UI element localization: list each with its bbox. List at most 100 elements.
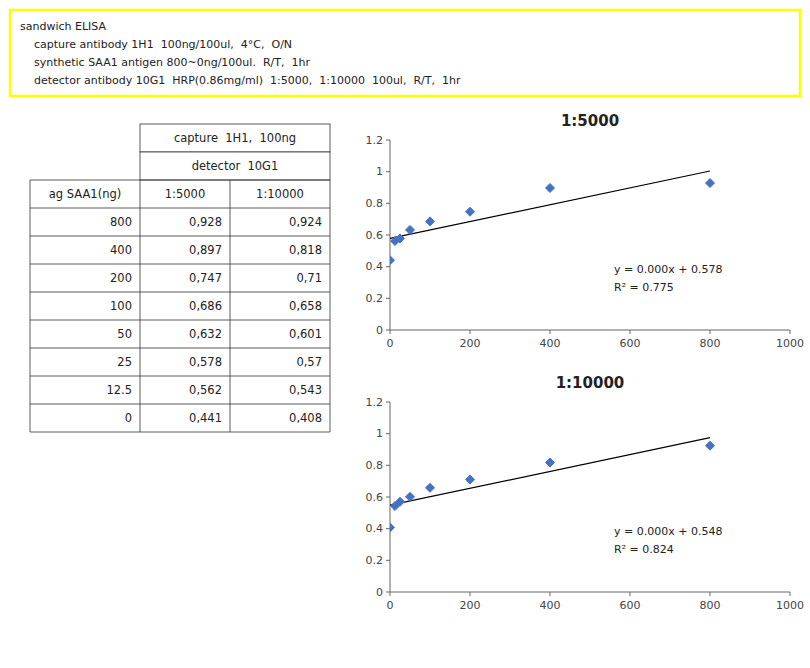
annotation: R² = 0.775 [614,281,674,294]
trend-line [390,438,710,506]
data-point [406,225,415,234]
x-tick-label: 600 [620,337,641,350]
y-tick-label: 1 [376,427,383,440]
y-tick [386,266,390,267]
x-tick-label: 200 [460,599,481,612]
table-row-label: 50 [117,327,132,341]
annotation: y = 0.000x + 0.578 [614,263,722,276]
table-group-box [140,152,330,180]
x-tick-label: 1000 [776,337,804,350]
y-tick [386,402,390,403]
y-tick-label: 1 [376,165,383,178]
table-cell: 0,71 [296,271,322,285]
table-cell: 0,562 [189,383,222,397]
y-tick-label: 0.2 [366,554,384,567]
data-point [466,475,475,484]
table-group-header: capture 1H1, 100ng [174,131,296,145]
x-tick-label: 0 [387,599,394,612]
marks [390,171,715,265]
trend-line [390,171,710,238]
table-column-header: 1:5000 [165,187,205,201]
x-tick [790,592,791,596]
y-tick-label: 0 [376,324,383,337]
x-tick [470,592,471,596]
header-line: capture antibody 1H1 100ng/100ul, 4°C, O… [20,38,292,51]
data-point [706,441,715,450]
table-rule [30,432,330,433]
table-row-label: 12.5 [106,383,132,397]
table-rule [30,376,330,377]
data-point [426,483,435,492]
table-cell: 0,747 [189,271,222,285]
data-point [546,458,555,467]
chart: 1:50000200400600800100000.20.40.60.811.2… [366,112,805,350]
y-tick-label: 0.2 [366,292,384,305]
x-tick-label: 800 [700,337,721,350]
x-tick-label: 600 [620,599,641,612]
table-row-label: 100 [110,299,132,313]
table-cell: 0,928 [189,215,222,229]
annotation: R² = 0.824 [614,543,674,556]
y-tick-label: 0.8 [366,197,384,210]
y-tick-label: 1.2 [366,134,384,147]
y-tick [386,171,390,172]
table-rule [30,320,330,321]
x-axis [390,592,790,593]
x-tick-label: 0 [387,337,394,350]
table-cell: 0,601 [289,327,322,341]
data-point [406,492,415,501]
table-rule [30,208,330,209]
y-tick-label: 0.4 [366,260,384,273]
data-point [546,183,555,192]
data-point [390,523,395,532]
y-tick [386,497,390,498]
x-tick-label: 400 [540,599,561,612]
table-rule [330,180,331,432]
table-rule [30,292,330,293]
y-tick-label: 0.6 [366,491,384,504]
table-row-label: 800 [110,215,132,229]
x-tick [790,330,791,334]
header-line: detector antibody 10G1 HRP(0.86mg/ml) 1:… [20,74,461,87]
table: capture 1H1, 100ng detector 10G1 ag SAA1(n… [30,124,330,432]
table-rule [30,264,330,265]
table-rule [30,348,330,349]
x-tick [550,330,551,334]
y-tick [386,592,390,593]
table-row-label: 25 [117,355,132,369]
chart-title: 1:10000 [556,374,625,392]
y-tick [386,433,390,434]
x-axis [390,330,790,331]
y-tick [386,203,390,204]
table-row-label: 200 [110,271,132,285]
x-tick-label: 800 [700,599,721,612]
x-tick [710,592,711,596]
x-tick [390,592,391,596]
table-rule [140,180,141,432]
table-cell: 0,543 [289,383,322,397]
y-tick [386,235,390,236]
x-tick-label: 1000 [776,599,804,612]
y-tick [386,465,390,466]
table-column-header: ag SAA1(ng) [49,187,121,201]
chart-title: 1:5000 [561,112,619,130]
y-tick-label: 1.2 [366,396,384,409]
table-cell: 0,897 [189,243,222,257]
table-rule [30,180,31,432]
data-point [396,234,405,243]
table-group-box [140,124,330,152]
y-tick-label: 0.4 [366,522,384,535]
x-tick [710,330,711,334]
table-cell: 0,686 [189,299,222,313]
annotation: y = 0.000x + 0.548 [614,525,722,538]
y-tick-label: 0.6 [366,229,384,242]
table-cell: 0,441 [189,411,222,425]
table-cell: 0,57 [296,355,322,369]
figure: sandwich ELISA capture antibody 1H1 100n… [0,0,810,668]
y-tick-label: 0 [376,586,383,599]
table-cell: 0,924 [289,215,322,229]
table-group-header: detector 10G1 [192,159,279,173]
table-rule [30,236,330,237]
table-cell: 0,658 [289,299,322,313]
header: sandwich ELISA capture antibody 1H1 100n… [10,10,800,96]
